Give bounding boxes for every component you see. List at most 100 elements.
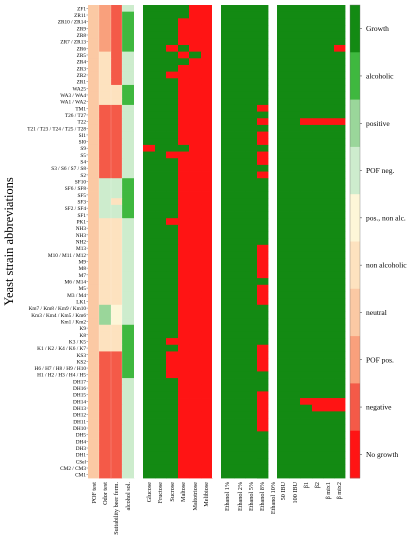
heatmap-cell: [166, 51, 179, 59]
heatmap-cell: [221, 5, 235, 13]
heatmap-cell: [323, 98, 335, 106]
row-label: DH5: [76, 433, 87, 439]
heatmap-cell: [257, 471, 269, 479]
heatmap-cell: [221, 138, 235, 146]
heatmap-cell: [312, 324, 324, 332]
heatmap-cell: [221, 91, 235, 99]
heatmap-cell: [201, 318, 213, 326]
heatmap-cell: [245, 198, 258, 206]
heatmap-cell: [88, 104, 100, 112]
column-label: β mix2: [336, 482, 343, 499]
heatmap-cell: [155, 124, 167, 132]
heatmap-cell: [99, 164, 112, 172]
heatmap-cell: [88, 18, 100, 26]
heatmap-cell: [99, 78, 112, 86]
heatmap-cell: [88, 64, 100, 73]
heatmap-cell: [99, 58, 112, 66]
heatmap-cell: [201, 98, 213, 106]
heatmap-cell: [277, 218, 290, 226]
heatmap-cell: [166, 338, 179, 346]
heatmap-cell: [323, 5, 335, 13]
heatmap-cell: [166, 5, 179, 13]
heatmap-cell: [155, 231, 167, 239]
heatmap-cell: [323, 364, 335, 372]
heatmap-cell: [111, 278, 123, 286]
heatmap-cell: [234, 251, 246, 259]
heatmap-cell: [99, 91, 112, 99]
heatmap-cell: [201, 244, 213, 252]
heatmap-cell: [143, 344, 156, 352]
heatmap-cell: [221, 58, 235, 66]
heatmap-cell: [143, 84, 156, 92]
row-label: H1 / H2 / H3 / H4 / H5: [37, 373, 86, 379]
column-label: Odor test: [102, 482, 109, 505]
heatmap-cell: [300, 44, 313, 53]
heatmap-cell: [312, 418, 324, 426]
heatmap-cell: [88, 5, 100, 13]
heatmap-cell: [111, 218, 123, 226]
heatmap-cell: [234, 431, 246, 439]
heatmap-cell: [166, 158, 179, 166]
heatmap-cell: [88, 304, 100, 312]
heatmap-cell: [289, 218, 301, 226]
heatmap-cell: [245, 251, 258, 259]
heatmap-cell: [143, 258, 156, 266]
y-axis-title-group: Yeast strain abbreviations: [2, 177, 16, 306]
heatmap-cell: [99, 291, 112, 299]
heatmap-cell: [122, 51, 135, 59]
heatmap-cell: [221, 384, 235, 392]
row-label: NH3: [76, 226, 87, 232]
heatmap-cell: [234, 204, 246, 212]
heatmap-cell: [88, 298, 100, 306]
heatmap-cell: [122, 131, 135, 139]
heatmap-cell: [88, 391, 100, 399]
heatmap-cell: [257, 431, 269, 439]
heatmap-cell: [323, 118, 335, 126]
heatmap-cell: [155, 384, 167, 392]
heatmap-cell: [201, 391, 213, 399]
heatmap-cell: [143, 224, 156, 232]
heatmap-cell: [111, 351, 123, 359]
heatmap-cell: [88, 244, 100, 252]
heatmap-cell: [99, 438, 112, 446]
heatmap-cell: [122, 371, 135, 379]
heatmap-cell: [201, 111, 213, 119]
heatmap-cell: [178, 251, 190, 259]
heatmap-cell: [111, 378, 123, 386]
heatmap-cell: [155, 344, 167, 352]
heatmap-cell: [234, 231, 246, 239]
heatmap-cell: [166, 278, 179, 286]
heatmap-cell: [312, 11, 324, 19]
heatmap-cell: [221, 131, 235, 139]
heatmap-cell: [221, 291, 235, 299]
heatmap-cell: [155, 431, 167, 439]
heatmap-cell: [122, 31, 135, 39]
heatmap-cell: [155, 218, 167, 226]
heatmap-cell: [111, 411, 123, 419]
heatmap-cell: [99, 351, 112, 359]
heatmap-cell: [143, 391, 156, 399]
heatmap-cell: [312, 244, 324, 252]
heatmap-cell: [277, 211, 290, 219]
heatmap-cell: [122, 118, 135, 126]
heatmap-cell: [312, 18, 324, 26]
heatmap-cell: [300, 251, 313, 259]
heatmap-cell: [189, 78, 202, 86]
heatmap-cell: [99, 258, 112, 266]
heatmap-cell: [323, 278, 335, 286]
heatmap-cell: [234, 131, 246, 139]
row-label: Km7 / Km8 / Km9 / Km10: [29, 306, 87, 312]
heatmap-cell: [178, 304, 190, 312]
heatmap-cell: [111, 444, 123, 452]
row-label: K1 / K2 / K4 / K6 / K7: [37, 346, 86, 352]
heatmap-cell: [111, 144, 123, 152]
heatmap-cell: [201, 44, 213, 53]
heatmap-cell: [111, 298, 123, 306]
heatmap-cell: [277, 444, 290, 452]
heatmap-cell: [334, 84, 346, 92]
heatmap-cell: [166, 111, 179, 119]
heatmap-cell: [88, 424, 100, 432]
heatmap-cell: [312, 44, 324, 53]
heatmap-cell: [143, 451, 156, 459]
heatmap-cell: [245, 184, 258, 192]
